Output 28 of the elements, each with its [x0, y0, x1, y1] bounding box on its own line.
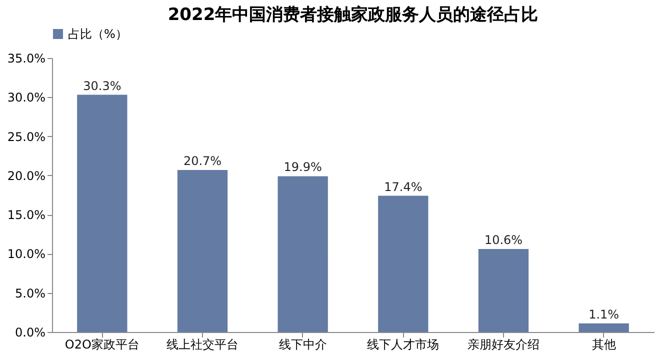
bar: [478, 249, 529, 332]
bar: [177, 170, 228, 332]
y-tick-label: 30.0%: [7, 90, 46, 105]
bar: [77, 94, 128, 332]
text: 19.9%: [284, 160, 322, 174]
text: 20.7%: [183, 154, 222, 168]
x-tick-label: O2O家政平台: [64, 338, 140, 352]
text: 30.3%: [83, 78, 122, 93]
y-tick-label: 10.0%: [7, 247, 46, 262]
text: 10.6%: [484, 233, 523, 248]
legend-label: 占比（%）: [68, 27, 128, 41]
x-tick-label: 其他: [592, 338, 616, 352]
y-tick-label: 25.0%: [7, 130, 46, 144]
x-tick-label: 线下中介: [278, 338, 327, 352]
x-tick-label: 线下人才市场: [367, 338, 440, 352]
y-tick-label: 20.0%: [7, 168, 46, 183]
y-tick-label: 5.0%: [15, 286, 46, 300]
y-tick-label: 15.0%: [7, 208, 46, 222]
bar: [578, 323, 629, 332]
bar: [378, 196, 428, 332]
text: 1.1%: [588, 307, 620, 322]
y-tick-label: 35.0%: [7, 52, 46, 66]
x-tick-label: 亲朋好友介绍: [468, 338, 540, 352]
y-tick-label: 0.0%: [15, 326, 46, 340]
chart-title: 2022年中国消费者接触家政服务人员的途径占比: [168, 5, 538, 25]
text: 17.4%: [384, 180, 422, 194]
x-tick-label: 线上社交平台: [166, 338, 238, 352]
bar: [278, 176, 328, 332]
